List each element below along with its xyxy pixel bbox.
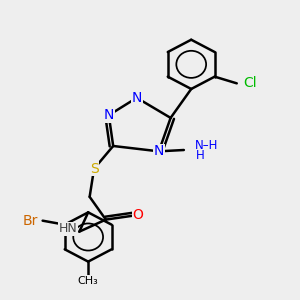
Text: N: N bbox=[154, 144, 164, 158]
Text: N: N bbox=[132, 91, 142, 105]
Text: N: N bbox=[103, 108, 114, 122]
Text: N–H: N–H bbox=[195, 139, 218, 152]
Text: S: S bbox=[90, 162, 98, 176]
Text: O: O bbox=[133, 208, 143, 221]
Text: CH₃: CH₃ bbox=[78, 276, 98, 286]
Text: H: H bbox=[196, 149, 205, 162]
Text: HN: HN bbox=[59, 223, 78, 236]
Text: Cl: Cl bbox=[243, 76, 257, 90]
Text: Br: Br bbox=[23, 214, 38, 228]
